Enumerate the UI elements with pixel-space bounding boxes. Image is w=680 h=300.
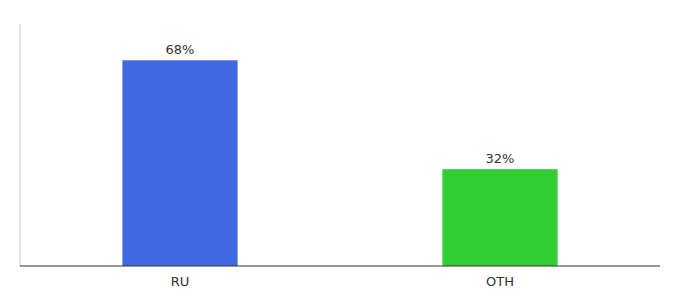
data-label: 32% [486, 151, 515, 166]
data-label: 68% [166, 42, 195, 57]
chart-container: 68% 32% RU OTH [0, 0, 680, 300]
x-tick-label: OTH [486, 274, 514, 289]
y-range-line [20, 24, 21, 266]
x-axis-line [20, 266, 660, 267]
labels: 68% 32% [166, 42, 515, 166]
bar [442, 169, 557, 266]
bar [122, 60, 237, 266]
x-tick-label: RU [171, 274, 190, 289]
chart: 68% 32% RU OTH [0, 0, 680, 300]
bars [122, 60, 557, 266]
